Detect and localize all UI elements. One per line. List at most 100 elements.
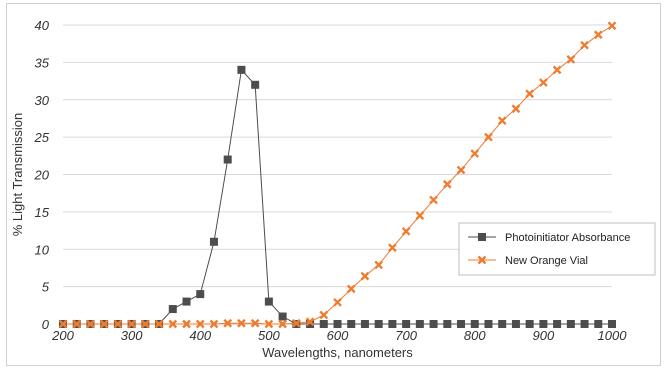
data-point	[374, 260, 384, 270]
data-point	[72, 319, 82, 329]
data-point	[388, 320, 397, 328]
data-point	[552, 65, 562, 75]
legend-box	[458, 222, 656, 276]
series-line	[63, 68, 612, 325]
data-point	[168, 319, 178, 329]
data-point	[374, 320, 383, 328]
data-point	[195, 319, 205, 329]
data-point	[511, 320, 520, 328]
data-point	[319, 320, 328, 328]
data-point	[360, 271, 370, 281]
data-point	[291, 318, 301, 328]
y-tick-label: 30	[35, 93, 50, 108]
data-point	[388, 243, 397, 253]
data-point	[86, 319, 95, 329]
data-point	[278, 319, 287, 329]
x-tick-label: 400	[189, 328, 211, 343]
x-tick-label: 900	[533, 328, 555, 343]
data-point	[99, 319, 109, 329]
data-point	[306, 320, 315, 328]
y-tick-label: 40	[35, 18, 50, 33]
legend-label: New Orange Vial	[505, 255, 588, 267]
x-tick-label: 500	[258, 328, 280, 343]
legend: Photoinitiator Absorbance New Orange Vial	[458, 222, 656, 276]
data-point	[141, 319, 150, 329]
data-point	[113, 319, 123, 329]
y-tick-label: 15	[35, 205, 50, 220]
data-point	[333, 320, 342, 328]
data-point	[593, 30, 603, 40]
y-tick-label: 20	[34, 168, 50, 183]
x-axis-label: Wavelengths, nanometers	[262, 345, 413, 360]
data-point	[182, 319, 191, 329]
data-point	[415, 320, 424, 328]
legend-item: Photoinitiator Absorbance	[468, 232, 630, 244]
data-point	[525, 320, 534, 328]
data-point	[237, 318, 246, 328]
data-point	[498, 320, 507, 328]
data-point	[429, 195, 438, 205]
x-tick-label: 700	[395, 328, 417, 343]
data-point	[223, 318, 233, 328]
data-point	[580, 320, 589, 328]
legend-item: New Orange Vial	[468, 255, 588, 267]
data-point	[168, 305, 177, 314]
data-point	[58, 319, 68, 329]
x-tick-label: 600	[327, 328, 349, 343]
line-chart: 0 5 10 15 20 25 30 35 40 200 300 400 500 600 700 800 90…	[10, 18, 656, 360]
data-point	[127, 319, 136, 329]
series-0	[59, 65, 616, 328]
data-point	[209, 319, 219, 329]
data-point	[402, 320, 411, 328]
data-point	[497, 116, 507, 126]
legend-marker-x	[477, 255, 487, 265]
data-point	[484, 132, 493, 142]
data-point	[154, 319, 164, 329]
data-point	[415, 211, 425, 220]
data-point	[608, 320, 616, 328]
data-point	[264, 297, 273, 306]
data-point	[360, 320, 369, 328]
data-point	[580, 40, 589, 50]
x-tick-label: 200	[51, 328, 74, 343]
data-point	[319, 310, 329, 320]
data-point	[553, 320, 562, 328]
data-point	[346, 284, 356, 294]
y-axis-label: % Light Transmission	[10, 113, 25, 237]
legend-marker-square	[478, 233, 486, 241]
data-point	[209, 237, 218, 246]
y-tick-label: 10	[35, 242, 50, 257]
data-point	[305, 317, 315, 327]
data-point	[196, 290, 205, 299]
data-point	[539, 320, 548, 328]
data-point	[347, 320, 356, 328]
x-tick-label: 800	[464, 328, 486, 343]
data-point	[250, 318, 260, 328]
data-point	[594, 320, 603, 328]
chart-frame: 0 5 10 15 20 25 30 35 40 200 300 400 500 600 700 800 90…	[6, 3, 661, 366]
data-point	[539, 78, 548, 87]
x-axis-ticks: 200 300 400 500 600 700 800 900 1000	[51, 328, 627, 343]
data-point	[251, 80, 260, 89]
data-point	[442, 179, 452, 189]
y-axis-ticks: 0 5 10 15 20 25 30 35 40	[34, 18, 50, 332]
y-tick-label: 25	[34, 130, 50, 145]
y-tick-label: 0	[42, 317, 50, 332]
data-point	[566, 55, 576, 64]
data-point	[182, 297, 191, 306]
data-point	[264, 319, 274, 329]
data-point	[237, 65, 246, 74]
data-point	[223, 155, 232, 164]
grid-lines	[63, 24, 612, 325]
data-point	[470, 320, 479, 328]
data-point	[333, 297, 342, 307]
data-point	[429, 320, 438, 328]
data-point	[511, 104, 521, 114]
data-point	[470, 149, 480, 158]
series-1	[58, 21, 617, 329]
data-point	[401, 226, 411, 236]
data-point	[566, 320, 575, 328]
legend-label: Photoinitiator Absorbance	[505, 232, 630, 244]
x-tick-label: 300	[121, 328, 143, 343]
data-point	[456, 165, 466, 175]
